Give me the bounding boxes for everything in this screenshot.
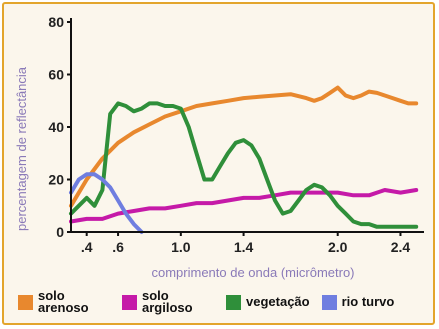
x-tick-label: 2.4 [391, 239, 411, 255]
legend-item-solo-argiloso: solo argiloso [122, 288, 214, 315]
x-tick-label: 1.4 [234, 239, 254, 255]
legend-label: solo argiloso [142, 288, 193, 315]
legend-item-rio-turvo: rio turvo [321, 294, 395, 310]
y-tick-label: 60 [48, 67, 64, 83]
x-tick-label: 1.0 [171, 239, 191, 255]
series-line-0 [69, 85, 419, 208]
series-line-2 [69, 101, 419, 229]
axes [67, 18, 424, 236]
series-line-3 [69, 172, 144, 234]
x-axis-label: comprimento de onda (micrômetro) [151, 265, 354, 280]
legend-swatch [321, 294, 337, 310]
legend-swatch [226, 294, 241, 310]
legend-item-solo-arenoso: solo arenoso [18, 288, 110, 315]
y-tick-label: 80 [48, 14, 64, 30]
chart-frame: 0 20 40 60 80 .4 .6 1.0 1.4 2.0 2.4 percentagem de… [2, 2, 435, 325]
legend-label: vegetação [246, 294, 310, 309]
y-tick-label: 20 [48, 172, 64, 188]
x-tick-label: .4 [81, 239, 93, 255]
legend-swatch [122, 294, 137, 310]
legend: solo arenoso solo argiloso vegetação rio… [18, 288, 406, 315]
y-axis-label: percentagem de reflectância [14, 66, 29, 231]
reflectance-chart: 0 20 40 60 80 .4 .6 1.0 1.4 2.0 2.4 percentagem de… [14, 14, 424, 280]
y-tick-label: 0 [56, 224, 64, 240]
legend-item-vegetacao: vegetação [226, 294, 310, 310]
x-tick-label: .6 [112, 239, 124, 255]
y-tick-label: 40 [48, 119, 64, 135]
legend-label: rio turvo [341, 294, 395, 309]
legend-label: solo arenoso [38, 288, 89, 315]
tick-labels: 0 20 40 60 80 .4 .6 1.0 1.4 2.0 2.4 [48, 14, 410, 255]
series-line-1 [69, 188, 419, 224]
series-lines [69, 85, 419, 234]
x-tick-label: 2.0 [328, 239, 348, 255]
legend-swatch [18, 294, 33, 310]
